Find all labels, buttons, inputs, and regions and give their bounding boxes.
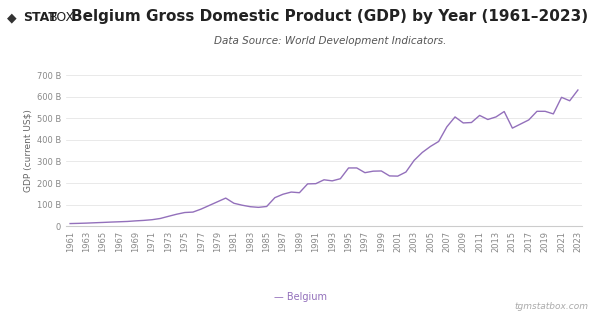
Text: Belgium Gross Domestic Product (GDP) by Year (1961–2023): Belgium Gross Domestic Product (GDP) by … — [71, 9, 589, 24]
Y-axis label: GDP (current US$): GDP (current US$) — [23, 109, 32, 192]
Text: — Belgium: — Belgium — [274, 292, 326, 302]
Text: ◆: ◆ — [7, 11, 17, 24]
Text: tgmstatbox.com: tgmstatbox.com — [514, 302, 588, 311]
Text: BOX: BOX — [49, 11, 76, 24]
Text: STAT: STAT — [23, 11, 56, 24]
Text: Data Source: World Development Indicators.: Data Source: World Development Indicator… — [214, 36, 446, 46]
